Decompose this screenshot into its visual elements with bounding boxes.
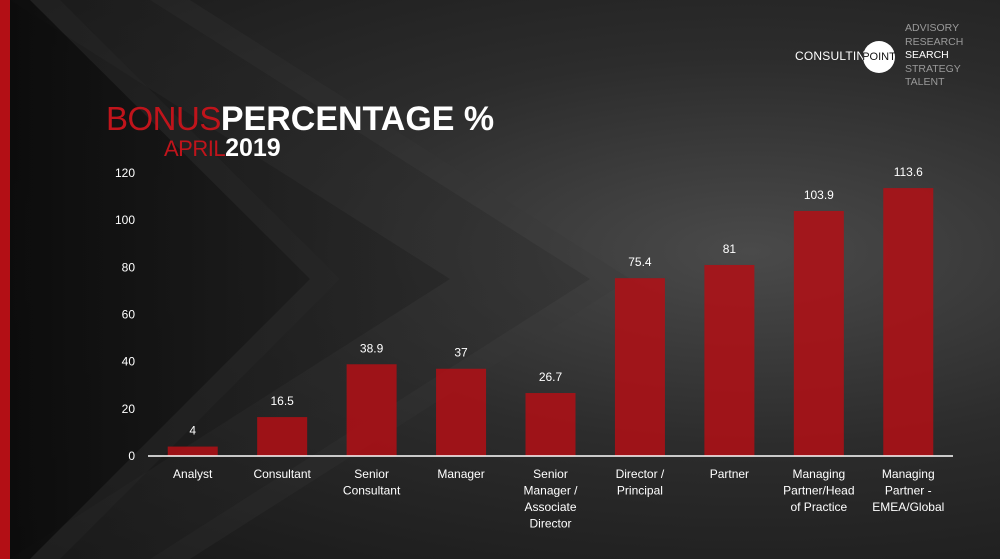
logo-service-advisory: ADVISORY	[905, 22, 960, 34]
bar	[793, 210, 844, 456]
logo-service-research: RESEARCH	[905, 35, 964, 48]
title-line-2: APRIL2019	[164, 134, 281, 163]
data-label: 81	[723, 242, 737, 256]
x-category-label: Manager	[437, 467, 484, 481]
y-tick-label: 120	[115, 166, 135, 180]
title-line-1: BONUSPERCENTAGE %	[106, 100, 494, 139]
y-tick-label: 40	[122, 355, 136, 369]
title-percentage: PERCENTAGE %	[220, 100, 495, 138]
data-label: 113.6	[894, 165, 923, 179]
title-bonus: BONUS	[106, 100, 221, 137]
data-label: 4	[189, 424, 196, 438]
x-category-label: Analyst	[173, 467, 213, 481]
logo-consulting-text: CONSULTING	[795, 49, 875, 63]
x-category-label: Senior Consultant	[343, 467, 401, 498]
data-label: 37	[454, 346, 468, 360]
logo-services-list: ADVISORY RESEARCH SEARCH STRATEGY TALENT	[905, 22, 963, 90]
data-label: 38.9	[360, 341, 384, 355]
data-label: 16.5	[270, 394, 294, 408]
logo-service-strategy: STRATEGY	[905, 62, 961, 75]
x-category-label: Director / Principal	[616, 467, 665, 498]
bar	[704, 264, 755, 456]
bar	[436, 368, 487, 456]
data-label: 75.4	[628, 255, 652, 269]
bar	[883, 188, 934, 457]
bar	[167, 446, 218, 456]
y-tick-label: 80	[122, 260, 136, 274]
bar	[346, 364, 397, 456]
x-category-label: Senior Manager / Associate Director	[523, 467, 578, 531]
red-side-bar	[0, 0, 10, 559]
y-tick-label: 0	[128, 449, 135, 463]
data-label: 103.9	[804, 188, 834, 202]
x-category-label: Partner	[710, 467, 749, 481]
title-year: 2019	[225, 134, 281, 162]
bar	[257, 417, 308, 456]
bar	[525, 393, 576, 456]
y-tick-label: 100	[115, 213, 135, 227]
logo-service-talent: TALENT	[905, 76, 945, 88]
logo-service-search: SEARCH	[905, 49, 949, 61]
logo-point-circle: POINT	[862, 41, 896, 73]
y-tick-label: 20	[122, 402, 136, 416]
title-april: APRIL	[164, 136, 226, 161]
y-tick-label: 60	[122, 308, 136, 322]
data-label: 26.7	[539, 370, 563, 384]
x-category-label: Managing Partner -EMEA/Global	[872, 467, 944, 514]
x-category-label: Managing Partner/Head of Practice	[783, 467, 854, 514]
bar	[614, 278, 665, 456]
x-category-label: Consultant	[253, 467, 311, 481]
